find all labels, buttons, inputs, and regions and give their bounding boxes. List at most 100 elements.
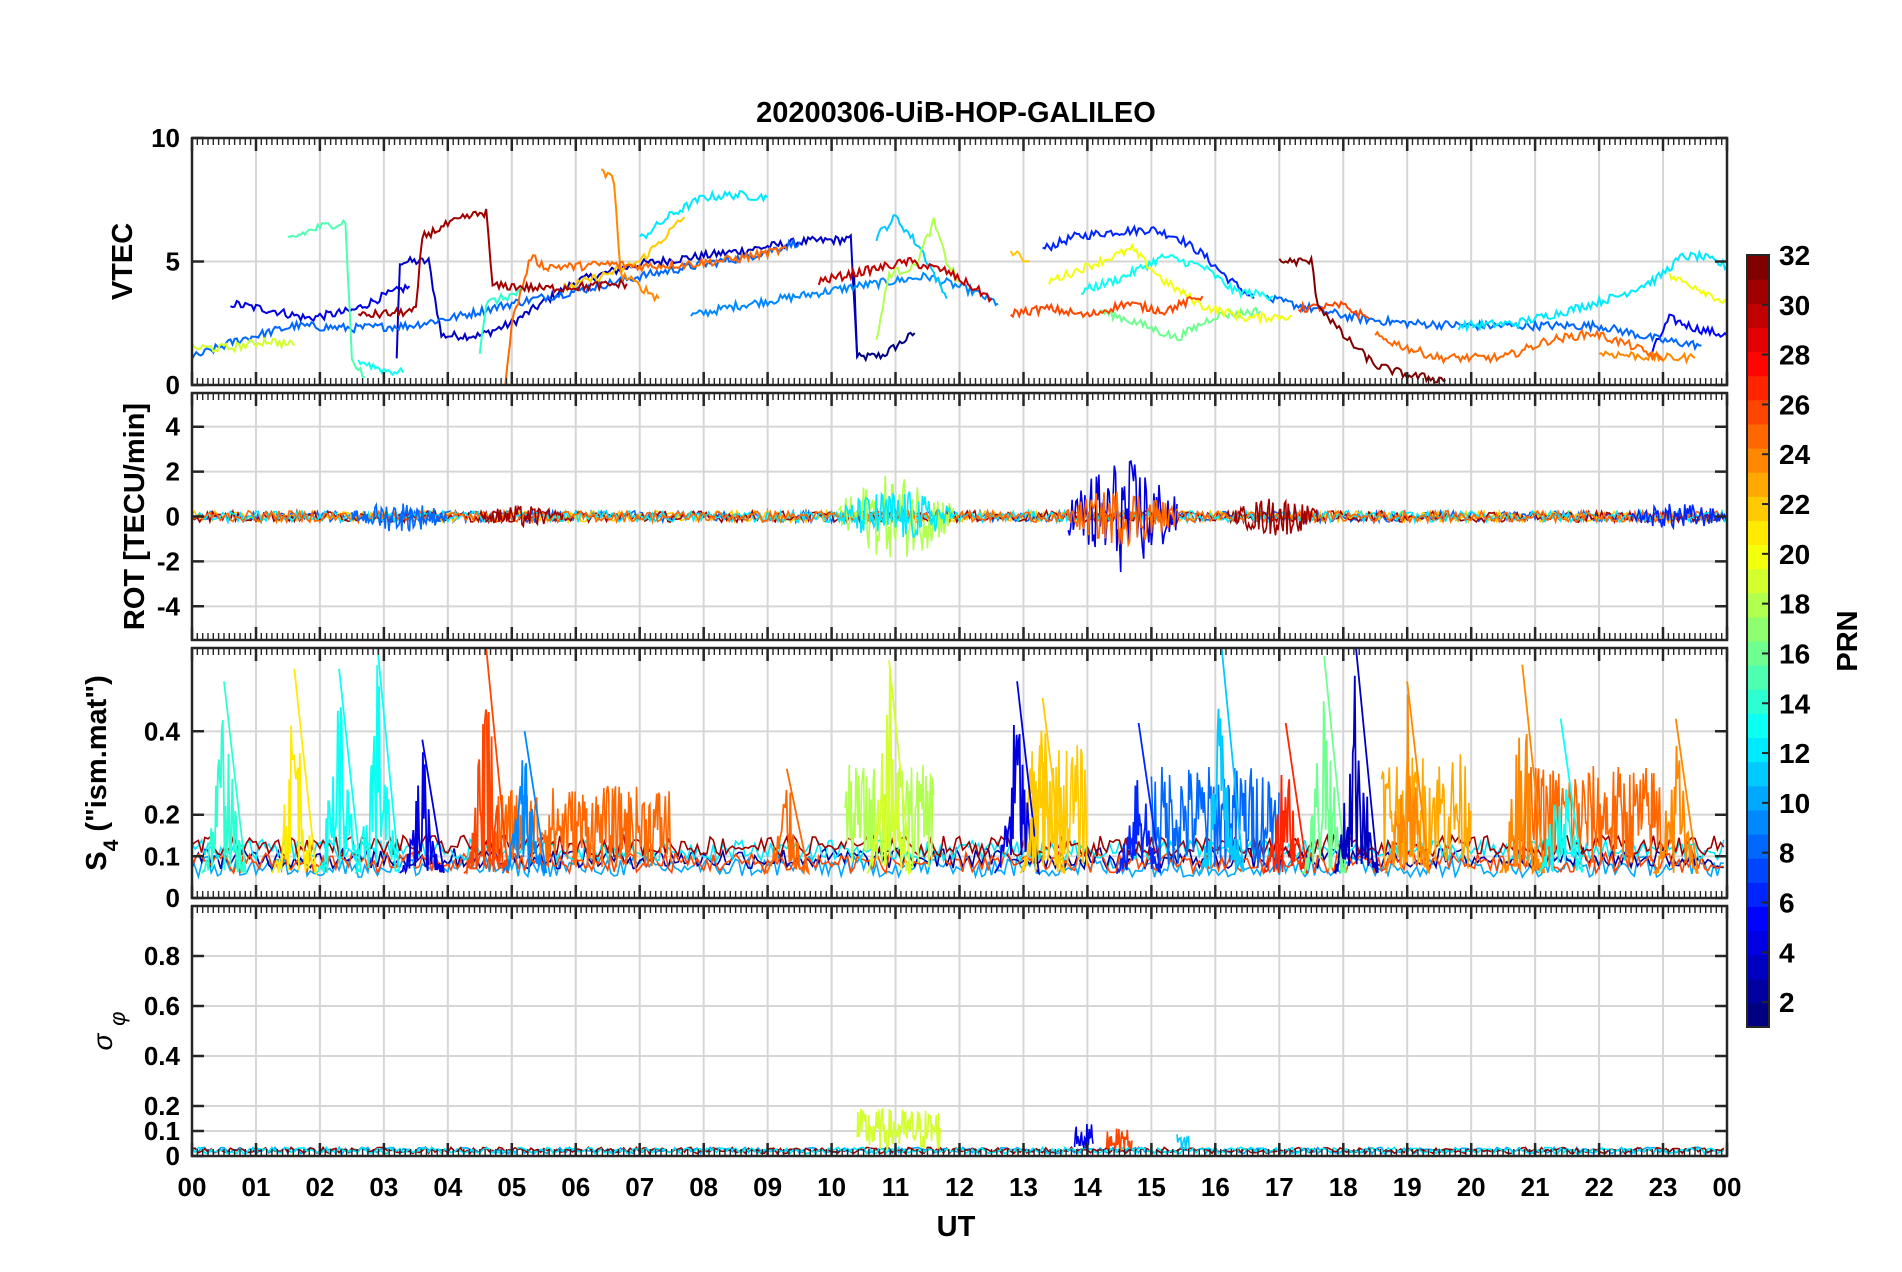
vtec-series-prn-24 (1598, 350, 1696, 366)
s4-spike-prn-11 (1198, 648, 1245, 875)
x-tick-label: 19 (1393, 1172, 1422, 1202)
rot-burst-prn-31 (1233, 498, 1319, 536)
y-ticks (192, 136, 1727, 387)
y-axis-label-subscript: φ (105, 1011, 130, 1025)
x-tick-label: 07 (625, 1172, 654, 1202)
x-tick-label: 04 (433, 1172, 462, 1202)
vtec-series-prn-22 (1009, 249, 1031, 263)
colorbar-segment (1747, 351, 1769, 377)
colorbar-segment (1747, 544, 1769, 570)
vtec-series-prn-25 (1374, 328, 1664, 365)
colorbar-tick-label: 22 (1779, 489, 1810, 520)
colorbar-frame (1746, 254, 1770, 1028)
s4-activity-prn-25 (1521, 765, 1664, 868)
colorbar-tick-label: 14 (1779, 688, 1811, 719)
colorbar-segment (1747, 255, 1769, 280)
s4-spike-prn-25 (764, 768, 811, 876)
s4-spike-prn-9 (501, 731, 548, 875)
x-tick-label: 18 (1329, 1172, 1358, 1202)
colorbar-segment (1747, 496, 1769, 521)
y-tick-label: 0.1 (144, 841, 180, 871)
rot-burst-prn-8 (351, 501, 448, 532)
s4-spike-prn-13 (354, 648, 401, 874)
s4-spike-prn-14 (201, 681, 247, 875)
x-tick-label: 15 (1137, 1172, 1166, 1202)
y-tick-label: 0.8 (144, 941, 180, 971)
colorbar-segment (1747, 399, 1769, 425)
y-ticks (192, 954, 1727, 1158)
vtec-series-prn-11 (875, 214, 948, 299)
colorbar-segment (1747, 375, 1769, 401)
x-tick-label: 14 (1073, 1172, 1102, 1202)
y-tick-label: 0.4 (144, 1041, 181, 1071)
x-tick-label: 10 (817, 1172, 846, 1202)
x-tick-label: 21 (1521, 1172, 1550, 1202)
s4-spike-prn-24 (1653, 718, 1699, 876)
x-tick-label: 05 (497, 1172, 526, 1202)
vtec-series-prn-24 (600, 168, 660, 303)
y-tick-label: 5 (166, 247, 180, 277)
s4-spike-prn-3 (1332, 648, 1379, 875)
x-tick-label: 16 (1201, 1172, 1230, 1202)
rot-burst-prn-25 (1067, 491, 1178, 548)
vtec-series-prn-15 (287, 218, 366, 379)
s4-spike-prn-6 (1116, 722, 1162, 874)
colorbar-label: PRN (1832, 610, 1864, 671)
vtec-series-prn-12 (638, 189, 769, 240)
colorbar-segment (1747, 616, 1769, 642)
y-axis-label-subscript: 4 (100, 839, 123, 851)
s4-spike-prn-24 (1384, 681, 1431, 875)
x-axis-label: UT (937, 1211, 976, 1243)
chart-title: 20200306-UiB-HOP-GALILEO (756, 97, 1156, 129)
y-tick-label: 0.1 (144, 1116, 180, 1146)
y-tick-label: -2 (157, 546, 180, 576)
vtec-series-prn-20 (1048, 242, 1293, 326)
colorbar-segment (1747, 858, 1769, 883)
panel-s4: 00.10.20.4S4 ("ism.mat") (81, 646, 1729, 913)
colorbar-tick-label: 30 (1779, 290, 1810, 321)
vtec-series-prn-30 (817, 256, 993, 303)
y-tick-label: 2 (166, 457, 180, 487)
colorbar-segment (1747, 1002, 1769, 1028)
x-major-ticks (190, 648, 1729, 898)
y-tick-label: 0 (166, 370, 180, 400)
vtec-series-prn-18 (875, 217, 960, 341)
colorbar-segment (1747, 472, 1769, 497)
colorbar-segment (1747, 930, 1769, 956)
x-tick-label: 23 (1649, 1172, 1678, 1202)
colorbar-segment (1747, 882, 1769, 907)
x-tick-label: 11 (882, 1172, 910, 1202)
s4-spike-prn-19 (866, 660, 912, 877)
vtec-series-prn-13 (1080, 252, 1274, 302)
colorbar-tick-label: 32 (1779, 240, 1810, 271)
vtec-series-prn-19 (192, 336, 296, 354)
colorbar-tick-label: 28 (1779, 340, 1810, 371)
x-tick-labels: 00 01 02 03 04 05 06 07 08 09 10 11 12 13 14 15 16 17 18 19… (178, 1172, 1742, 1202)
vtec-series-prn-4 (229, 283, 411, 323)
vtec-series-prn-12 (1457, 249, 1727, 333)
sigma-burst-prn-4 (1073, 1123, 1094, 1149)
series-group (192, 459, 1727, 573)
x-tick-label: 02 (305, 1172, 334, 1202)
x-major-ticks (190, 393, 1729, 640)
colorbar-segment (1747, 737, 1769, 763)
rot-baseline-prn-12 (192, 507, 1727, 525)
series-group (192, 168, 1727, 385)
s4-spike-prn-22 (1019, 697, 1066, 874)
x-major-ticks (190, 138, 1729, 385)
vtec-series-prn-8 (192, 237, 801, 360)
rot-burst-prn-6 (1630, 503, 1727, 531)
x-tick-label: 17 (1265, 1172, 1294, 1202)
colorbar-tick-label: 24 (1779, 439, 1811, 470)
colorbar-segment (1747, 327, 1769, 353)
s4-activity-prn-8 (1150, 766, 1280, 869)
vtec-series-prn-22 (562, 216, 686, 292)
s4-spike-prn-24 (1499, 664, 1546, 876)
panel-vtec: 0 5 10 VTEC (107, 123, 1729, 400)
x-tick-label: 00 (1713, 1172, 1742, 1202)
colorbar-tick-label: 20 (1779, 539, 1810, 570)
colorbar-tick-label: 12 (1779, 738, 1810, 769)
